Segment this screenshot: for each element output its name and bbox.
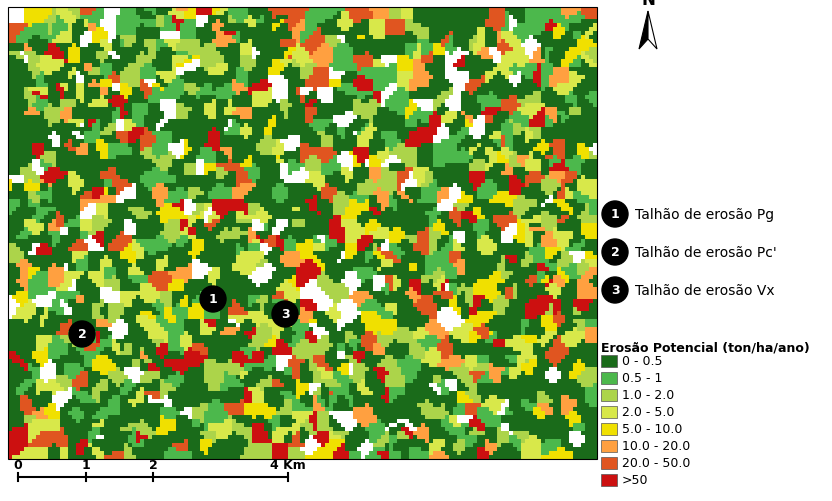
Bar xyxy=(601,406,617,418)
Bar xyxy=(8,8,597,459)
Text: N: N xyxy=(641,0,655,9)
Text: Talhão de erosão Pg: Talhão de erosão Pg xyxy=(635,207,774,221)
Text: 2: 2 xyxy=(77,328,87,341)
Text: Erosão Potencial (ton/ha/ano): Erosão Potencial (ton/ha/ano) xyxy=(601,341,810,354)
Circle shape xyxy=(272,302,298,327)
Polygon shape xyxy=(639,12,648,50)
Bar xyxy=(601,474,617,486)
Bar xyxy=(601,423,617,435)
Text: Talhão de erosão Vx: Talhão de erosão Vx xyxy=(635,284,775,298)
Text: 1: 1 xyxy=(209,293,217,306)
Text: 2: 2 xyxy=(149,458,157,471)
Text: 4 Km: 4 Km xyxy=(270,458,306,471)
Text: 3: 3 xyxy=(611,284,619,297)
Text: 10.0 - 20.0: 10.0 - 20.0 xyxy=(622,439,691,452)
Bar xyxy=(601,457,617,469)
Circle shape xyxy=(602,239,628,266)
Text: >50: >50 xyxy=(622,473,648,486)
Circle shape xyxy=(602,278,628,304)
Bar xyxy=(601,355,617,367)
Polygon shape xyxy=(648,12,657,50)
Bar xyxy=(601,389,617,401)
Text: 2.0 - 5.0: 2.0 - 5.0 xyxy=(622,406,675,419)
Text: 0.5 - 1: 0.5 - 1 xyxy=(622,372,662,385)
Text: 1: 1 xyxy=(611,208,619,221)
Text: 1.0 - 2.0: 1.0 - 2.0 xyxy=(622,389,674,402)
Circle shape xyxy=(602,201,628,227)
Text: Talhão de erosão Pc': Talhão de erosão Pc' xyxy=(635,245,777,260)
Circle shape xyxy=(200,287,226,313)
Text: 20.0 - 50.0: 20.0 - 50.0 xyxy=(622,456,691,469)
Bar xyxy=(601,440,617,452)
Bar xyxy=(601,372,617,384)
Text: 0 - 0.5: 0 - 0.5 xyxy=(622,355,662,368)
Text: 1: 1 xyxy=(82,458,90,471)
Text: 3: 3 xyxy=(280,308,290,321)
Circle shape xyxy=(69,321,95,347)
Text: 5.0 - 10.0: 5.0 - 10.0 xyxy=(622,423,682,436)
Text: 0: 0 xyxy=(13,458,22,471)
Text: 2: 2 xyxy=(611,246,619,259)
